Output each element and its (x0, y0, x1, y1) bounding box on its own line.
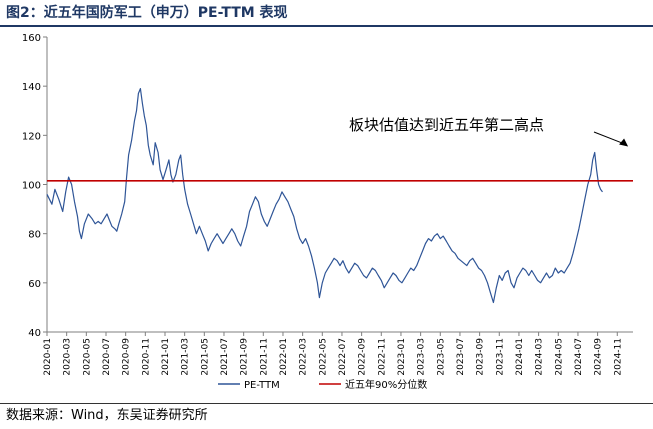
x-tick-label: 2020-09 (122, 338, 132, 376)
title-divider (0, 25, 653, 27)
y-tick-label: 160 (22, 33, 41, 44)
x-tick-label: 2023-07 (456, 338, 466, 376)
x-tick-label: 2022-07 (338, 338, 348, 376)
figure-title: 图2：近五年国防军工（申万）PE-TTM 表现 (6, 5, 288, 21)
x-tick-label: 2020-07 (102, 338, 112, 376)
x-tick-label: 2024-01 (515, 338, 525, 376)
x-tick-label: 2021-07 (220, 338, 230, 376)
y-tick-label: 100 (22, 181, 41, 192)
x-tick-label: 2022-11 (377, 338, 387, 376)
y-tick-label: 120 (22, 131, 41, 142)
x-tick-label: 2024-03 (535, 338, 545, 376)
x-tick-label: 2024-07 (574, 338, 584, 376)
annotation-arrow-line (593, 131, 627, 146)
x-tick-label: 2021-05 (200, 338, 210, 376)
data-source-note: 数据来源：Wind，东吴证券研究所 (6, 408, 208, 423)
legend-label-pe-ttm: PE-TTM (244, 380, 280, 391)
x-tick-label: 2022-09 (358, 338, 368, 376)
x-tick-label: 2023-05 (436, 338, 446, 376)
x-tick-label: 2022-03 (299, 338, 309, 376)
x-tick-label: 2023-09 (476, 338, 486, 376)
x-tick-label: 2022-01 (279, 338, 289, 376)
x-tick-label: 2020-01 (43, 338, 53, 376)
x-tick-label: 2021-09 (240, 338, 250, 376)
x-tick-label: 2024-05 (554, 338, 564, 376)
x-tick-label: 2023-11 (495, 338, 505, 376)
x-tick-label: 2020-03 (63, 338, 73, 376)
x-tick-label: 2021-11 (259, 338, 269, 376)
x-tick-label: 2023-03 (417, 338, 427, 376)
y-tick-label: 140 (22, 82, 41, 93)
x-tick-label: 2023-01 (397, 338, 407, 376)
x-tick-label: 2021-01 (161, 338, 171, 376)
annotation-arrow-head (619, 138, 629, 147)
peak-annotation-text: 板块估值达到近五年第二高点 (349, 116, 544, 134)
y-tick-label: 60 (28, 279, 41, 290)
y-tick-label: 80 (28, 230, 41, 241)
x-tick-label: 2020-11 (141, 338, 151, 376)
chart-area: 40 60 80 100 120 140 160 2020-01 2020-03 2020-05 2… (0, 27, 653, 402)
x-tick-label: 2024-11 (613, 338, 623, 376)
x-tick-label: 2024-09 (594, 338, 604, 376)
x-tick-label: 2020-05 (82, 338, 92, 376)
source-divider (0, 403, 653, 404)
x-tick-label: 2022-05 (318, 338, 328, 376)
y-tick-label: 40 (28, 328, 41, 339)
pe-ttm-series-line (46, 88, 603, 304)
x-tick-label: 2021-03 (181, 338, 191, 376)
legend-label-percentile: 近五年90%分位数 (345, 378, 427, 391)
pe-ttm-line-chart: 40 60 80 100 120 140 160 2020-01 2020-03 2020-05 2… (22, 33, 633, 391)
